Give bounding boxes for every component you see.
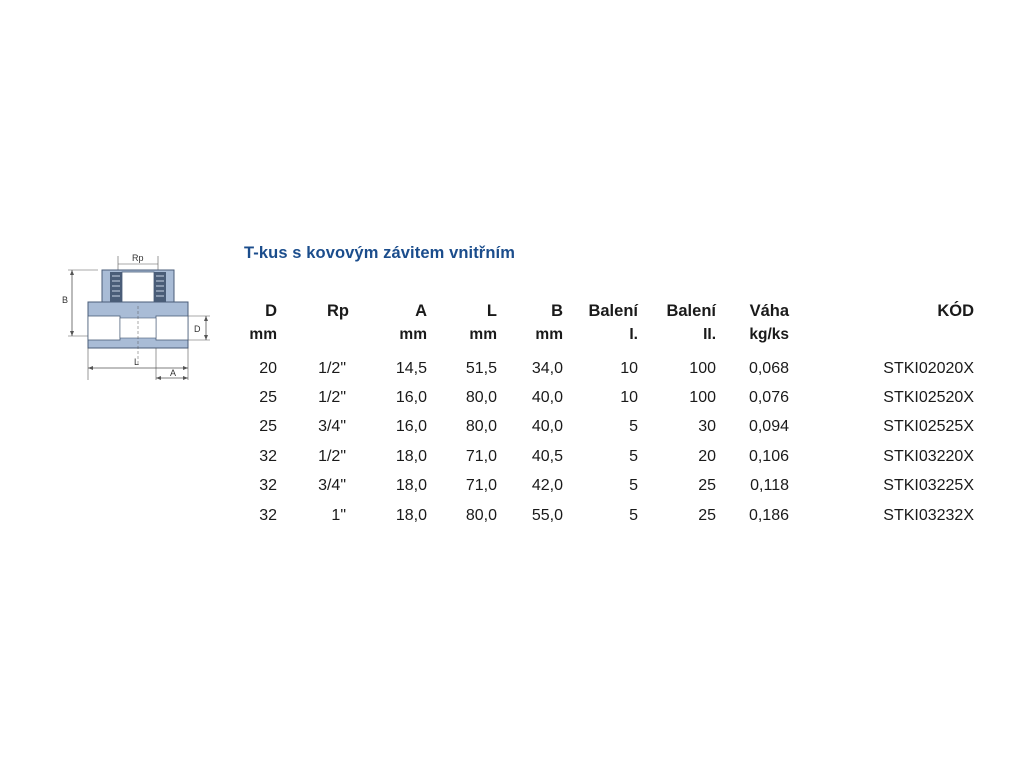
cell-kod: STKI03232X [883, 506, 974, 524]
unit-baleni-2: II. [703, 326, 716, 343]
cell-baleni-2: 25 [698, 477, 716, 495]
unit-rp [277, 326, 349, 354]
cell-l: 51,5 [465, 359, 497, 377]
cell-kod: STKI03220X [883, 447, 974, 465]
cell-kod: STKI02520X [883, 389, 974, 407]
cell-d: 25 [259, 418, 277, 436]
cell-baleni-1: 5 [629, 418, 638, 436]
cell-baleni-2: 30 [698, 418, 716, 436]
dimension-l-label: L [134, 357, 139, 367]
spec-table: D Rp A L B Balení Balení Váha KÓD mm mm mm mm I. II. k… [236, 296, 974, 530]
cell-l: 71,0 [465, 477, 497, 495]
cell-rp: 1" [331, 506, 346, 524]
cell-baleni-2: 100 [689, 359, 716, 377]
table-row: 32 1" 18,0 80,0 55,0 5 25 0,186 STKI03232X [236, 501, 974, 530]
header-baleni-2: Balení [666, 301, 716, 320]
header-l: L [486, 301, 497, 320]
cell-rp: 1/2" [318, 447, 346, 465]
dimension-rp-label: Rp [132, 253, 144, 263]
cell-l: 80,0 [465, 418, 497, 436]
spec-table-body: 20 1/2" 14,5 51,5 34,0 10 100 0,068 STKI02020X 25… [236, 354, 974, 530]
header-vaha: Váha [749, 301, 789, 320]
dimension-d-label: D [194, 324, 201, 334]
unit-l: mm [469, 326, 497, 343]
cell-d: 25 [259, 389, 277, 407]
header-baleni-1: Balení [588, 301, 638, 320]
unit-d: mm [249, 326, 277, 343]
cell-baleni-1: 5 [629, 447, 638, 465]
unit-b: mm [535, 326, 563, 343]
table-row: 25 1/2" 16,0 80,0 40,0 10 100 0,076 STKI02520X [236, 383, 974, 412]
cell-rp: 1/2" [318, 389, 346, 407]
cell-d: 32 [259, 506, 277, 524]
unit-kod [789, 326, 974, 354]
cell-d: 32 [259, 447, 277, 465]
header-a: A [415, 301, 427, 320]
cell-vaha: 0,186 [748, 506, 789, 524]
cell-d: 20 [259, 359, 277, 377]
table-row: 32 3/4" 18,0 71,0 42,0 5 25 0,118 STKI03225X [236, 472, 974, 501]
cell-b: 40,0 [531, 389, 563, 407]
product-title: T-kus s kovovým závitem vnitřním [244, 244, 515, 262]
cell-baleni-2: 20 [698, 447, 716, 465]
cell-b: 42,0 [531, 477, 563, 495]
cell-kod: STKI03225X [883, 477, 974, 495]
cell-a: 18,0 [395, 447, 427, 465]
cell-rp: 3/4" [318, 418, 346, 436]
table-row: 20 1/2" 14,5 51,5 34,0 10 100 0,068 STKI02020X [236, 354, 974, 383]
cell-rp: 3/4" [318, 477, 346, 495]
cell-vaha: 0,118 [750, 477, 789, 495]
cell-l: 71,0 [465, 447, 497, 465]
header-kod: KÓD [937, 301, 974, 320]
table-row: 32 1/2" 18,0 71,0 40,5 5 20 0,106 STKI03220X [236, 442, 974, 471]
dimension-b-label: B [62, 295, 68, 305]
dimension-a-label: A [170, 368, 176, 378]
header-rp: Rp [327, 301, 349, 320]
cell-a: 16,0 [395, 418, 427, 436]
cell-l: 80,0 [465, 389, 497, 407]
cell-vaha: 0,094 [748, 418, 789, 436]
header-row: D Rp A L B Balení Balení Váha KÓD [236, 296, 974, 326]
cell-l: 80,0 [465, 506, 497, 524]
cell-vaha: 0,076 [748, 389, 789, 407]
cell-b: 34,0 [531, 359, 563, 377]
cell-kod: STKI02020X [883, 359, 974, 377]
cell-vaha: 0,068 [748, 359, 789, 377]
cell-d: 32 [259, 477, 277, 495]
cell-b: 40,5 [531, 447, 563, 465]
cell-a: 18,0 [395, 506, 427, 524]
cell-rp: 1/2" [318, 359, 346, 377]
cell-kod: STKI02525X [883, 418, 974, 436]
cell-vaha: 0,106 [748, 447, 789, 465]
unit-vaha: kg/ks [749, 326, 789, 343]
cell-baleni-2: 25 [698, 506, 716, 524]
cell-baleni-1: 10 [620, 359, 638, 377]
cell-a: 18,0 [395, 477, 427, 495]
table-row: 25 3/4" 16,0 80,0 40,0 5 30 0,094 STKI02525X [236, 413, 974, 442]
cell-b: 40,0 [531, 418, 563, 436]
cell-baleni-1: 5 [629, 506, 638, 524]
cell-baleni-1: 10 [620, 389, 638, 407]
header-d: D [265, 301, 277, 320]
unit-a: mm [399, 326, 427, 343]
cell-a: 14,5 [395, 359, 427, 377]
unit-baleni-1: I. [629, 326, 638, 343]
cell-baleni-1: 5 [629, 477, 638, 495]
unit-row: mm mm mm mm I. II. kg/ks [236, 326, 974, 354]
header-b: B [551, 301, 563, 320]
tee-fitting-drawing: B Rp D L A [62, 253, 210, 380]
cell-a: 16,0 [395, 389, 427, 407]
cell-baleni-2: 100 [689, 389, 716, 407]
cell-b: 55,0 [531, 506, 563, 524]
